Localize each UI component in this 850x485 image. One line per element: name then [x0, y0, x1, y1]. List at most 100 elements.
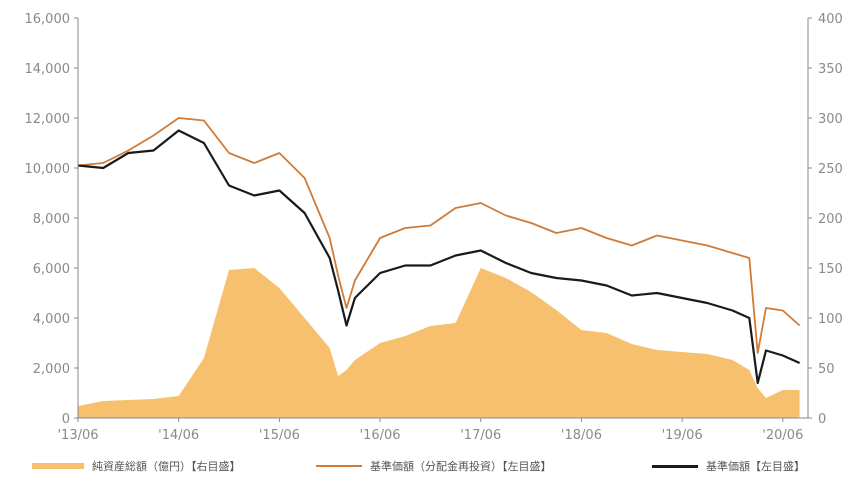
series-1-point-23	[606, 237, 608, 239]
series-0-point-3	[153, 398, 155, 400]
series-1-point-18	[480, 202, 482, 204]
series-1-point-13	[354, 280, 356, 282]
series-2-point-22	[581, 280, 583, 282]
series-0-point-6	[228, 269, 230, 271]
series-0-point-17	[455, 322, 457, 324]
left-y-tick-label: 14,000	[25, 62, 71, 77]
series-2-point-15	[404, 265, 406, 267]
series-1-point-9	[304, 177, 306, 179]
series-1-point-22	[581, 227, 583, 229]
series-0-point-21	[556, 309, 558, 311]
legend-item-reinvested: 基準価額（分配金再投資）【左目盛】	[316, 458, 552, 474]
left-y-tick-label: 16,000	[25, 12, 71, 27]
series-1-point-29	[749, 257, 751, 259]
x-tick-label: '13/06	[57, 428, 98, 443]
net-assets-area-layer	[78, 267, 801, 418]
series-2-point-10	[329, 257, 331, 259]
series-2-point-7	[253, 195, 255, 197]
series-1-point-17	[455, 207, 457, 209]
series-1-point-11	[337, 275, 339, 277]
right-y-tick-label: 150	[818, 262, 843, 277]
series-2-point-31	[765, 350, 767, 352]
series-0-point-10	[329, 347, 331, 349]
right-y-tick-label: 300	[818, 112, 843, 127]
series-0-point-5	[203, 357, 205, 359]
series-1-point-10	[329, 237, 331, 239]
x-tick-label: '16/06	[360, 428, 401, 443]
series-1-point-5	[203, 120, 205, 122]
right-y-tick-label: 400	[818, 12, 843, 27]
x-tick-label: '20/06	[762, 428, 803, 443]
tick-labels-layer: 0 2,000 4,000 6,000 8,000 10,000 12,000 14,000 1…	[25, 12, 843, 443]
series-1-point-7	[253, 162, 255, 164]
series-0-point-12	[346, 369, 348, 371]
series-0-point-18	[480, 267, 482, 269]
series-0-point-16	[430, 325, 432, 327]
series-1-point-15	[404, 227, 406, 229]
series-1-point-24	[631, 245, 633, 247]
series-2-point-24	[631, 295, 633, 297]
series-1-point-21	[556, 232, 558, 234]
chart-canvas: 0 2,000 4,000 6,000 8,000 10,000 12,000 14,000 1…	[25, 12, 843, 443]
left-y-tick-label: 12,000	[25, 112, 71, 127]
series-2-point-16	[430, 265, 432, 267]
series-0-point-11	[337, 375, 339, 377]
series-0-point-28	[732, 359, 734, 361]
series-2-point-28	[732, 310, 734, 312]
left-y-tick-label: 8,000	[33, 212, 70, 227]
series-0-point-15	[404, 335, 406, 337]
x-tick-label: '14/06	[158, 428, 199, 443]
right-y-tick-label: 50	[818, 362, 835, 377]
legend-swatch-net-assets	[32, 463, 84, 469]
series-2-point-32	[782, 355, 784, 357]
series-1-point-33	[799, 325, 801, 327]
series-0-point-31	[765, 397, 767, 399]
series-1-point-1	[102, 162, 104, 164]
series-2-point-25	[656, 292, 658, 294]
series-0-point-25	[656, 349, 658, 351]
series-1-point-12	[346, 307, 348, 309]
series-1-point-19	[505, 215, 507, 217]
series-0-point-24	[631, 343, 633, 345]
series-2-point-5	[203, 142, 205, 144]
series-2-point-30	[757, 382, 759, 384]
series-0-point-7	[253, 267, 255, 269]
series-1-point-28	[732, 252, 734, 254]
series-0-point-33	[799, 389, 801, 391]
series-2-point-4	[178, 130, 180, 132]
legend-swatch-nav	[652, 464, 698, 468]
net-assets-area	[78, 268, 800, 418]
right-y-tick-label: 200	[818, 212, 843, 227]
series-0-point-9	[304, 317, 306, 319]
series-1-point-26	[681, 240, 683, 242]
series-0-point-26	[681, 351, 683, 353]
series-2-point-27	[707, 302, 709, 304]
x-tick-label: '19/06	[662, 428, 703, 443]
series-0-point-23	[606, 332, 608, 334]
series-1-point-27	[707, 245, 709, 247]
series-1-point-30	[757, 352, 759, 354]
series-0-point-30	[757, 387, 759, 389]
series-2-point-6	[228, 185, 230, 187]
series-1-point-2	[128, 150, 130, 152]
series-2-point-21	[556, 277, 558, 279]
series-2-point-19	[505, 262, 507, 264]
series-0-point-22	[581, 329, 583, 331]
legend-label-reinvested: 基準価額（分配金再投資）【左目盛】	[370, 460, 552, 473]
series-0-point-13	[354, 359, 356, 361]
series-0-point-20	[530, 291, 532, 293]
series-2-point-14	[379, 272, 381, 274]
series-2-point-9	[304, 212, 306, 214]
chart-legend: 純資産総額（億円）【右目盛】 基準価額（分配金再投資）【左目盛】 基準価額【左目…	[0, 458, 850, 482]
series-0-point-14	[379, 342, 381, 344]
x-tick-label: '15/06	[259, 428, 300, 443]
legend-item-net-assets: 純資産総額（億円）【右目盛】	[32, 458, 241, 474]
series-2-point-2	[128, 152, 130, 154]
series-2-point-11	[337, 290, 339, 292]
series-0-point-32	[782, 389, 784, 391]
legend-label-nav: 基準価額【左目盛】	[706, 460, 805, 473]
reinvested-price-line	[77, 117, 801, 354]
series-2-point-18	[480, 250, 482, 252]
right-y-tick-label: 350	[818, 62, 843, 77]
series-2-point-20	[530, 272, 532, 274]
